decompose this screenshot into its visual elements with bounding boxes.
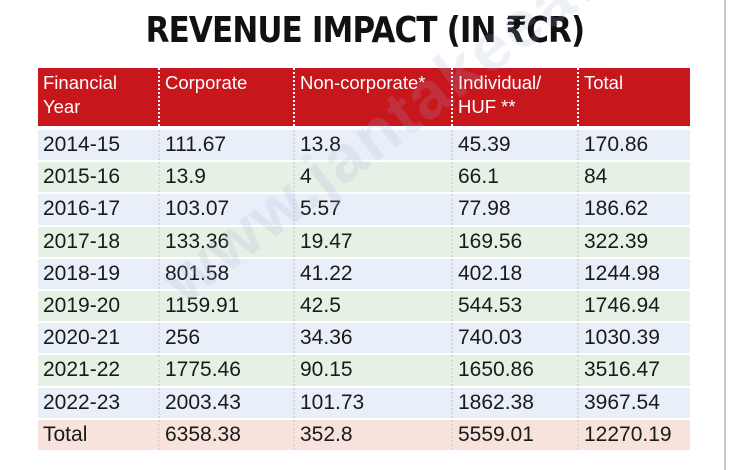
total-sum: 12270.19 — [584, 422, 672, 446]
cell-year: 2022-23 — [38, 387, 160, 418]
cell-total: 1030.39 — [584, 326, 660, 350]
cell-non-corporate: 42.5 — [295, 290, 453, 322]
cell-non-corporate: 90.15 — [295, 355, 453, 386]
page-edge-rule — [724, 0, 726, 470]
header-individual-huf: Individual/ HUF ** — [453, 68, 579, 126]
cell-total: 1244.98 — [584, 261, 660, 285]
cell-corporate: 1159.91 — [160, 290, 295, 322]
total-corporate: 6358.38 — [160, 419, 295, 450]
table-header-row: Financial Year Corporate Non-corporate* … — [38, 68, 690, 126]
page-title: REVENUE IMPACT (IN ₹CR) — [145, 10, 586, 51]
cell-individual-huf: 402.18 — [453, 258, 579, 289]
cell-total: 3516.47 — [584, 358, 660, 382]
cell-corporate: 801.58 — [160, 258, 295, 289]
cell-individual-huf: 1862.38 — [453, 387, 579, 418]
cell-total: 1746.94 — [584, 294, 660, 318]
cell-corporate: 1775.46 — [160, 355, 295, 386]
revenue-table: Financial Year Corporate Non-corporate* … — [38, 68, 690, 452]
table-row: 2015-16 13.9 4 66.1 84 — [38, 162, 690, 195]
cell-year: 2015-16 — [38, 162, 160, 193]
cell-non-corporate: 5.57 — [295, 194, 453, 225]
cell-individual-huf: 77.98 — [453, 194, 579, 225]
header-corporate: Corporate — [160, 68, 295, 126]
cell-year: 2018-19 — [38, 258, 160, 289]
table-row: 2021-22 1775.46 90.15 1650.86 3516.47 — [38, 355, 690, 388]
cell-year: 2019-20 — [38, 290, 160, 322]
header-financial-year: Financial Year — [38, 68, 160, 126]
cell-individual-huf: 66.1 — [453, 162, 579, 193]
cell-total: 322.39 — [584, 229, 649, 253]
header-total: Total — [584, 72, 624, 93]
cell-individual-huf: 169.56 — [453, 226, 579, 257]
cell-individual-huf: 45.39 — [453, 130, 579, 161]
cell-non-corporate: 41.22 — [295, 258, 453, 289]
table-row: 2022-23 2003.43 101.73 1862.38 3967.54 — [38, 387, 690, 420]
table-row: 2016-17 103.07 5.57 77.98 186.62 — [38, 194, 690, 227]
cell-year: 2016-17 — [38, 194, 160, 225]
cell-individual-huf: 544.53 — [453, 290, 579, 322]
cell-non-corporate: 19.47 — [295, 226, 453, 257]
table-row: 2020-21 256 34.36 740.03 1030.39 — [38, 323, 690, 356]
cell-year: 2014-15 — [38, 130, 160, 161]
total-label: Total — [38, 419, 160, 450]
cell-corporate: 2003.43 — [160, 387, 295, 418]
cell-corporate: 13.9 — [160, 162, 295, 193]
total-individual-huf: 5559.01 — [453, 419, 579, 450]
total-non-corporate: 352.8 — [295, 419, 453, 450]
table-total-row: Total 6358.38 352.8 5559.01 12270.19 — [38, 419, 690, 452]
cell-year: 2017-18 — [38, 226, 160, 257]
table-row: 2017-18 133.36 19.47 169.56 322.39 — [38, 226, 690, 259]
cell-total: 3967.54 — [584, 390, 660, 414]
cell-non-corporate: 13.8 — [295, 130, 453, 161]
table-row: 2019-20 1159.91 42.5 544.53 1746.94 — [38, 290, 690, 324]
header-non-corporate: Non-corporate* — [295, 68, 453, 126]
cell-corporate: 256 — [160, 323, 295, 354]
cell-total: 84 — [584, 165, 608, 189]
cell-total: 170.86 — [584, 133, 649, 157]
cell-individual-huf: 1650.86 — [453, 355, 579, 386]
table-row: 2018-19 801.58 41.22 402.18 1244.98 — [38, 258, 690, 291]
cell-individual-huf: 740.03 — [453, 323, 579, 354]
cell-year: 2021-22 — [38, 355, 160, 386]
cell-non-corporate: 34.36 — [295, 323, 453, 354]
cell-corporate: 111.67 — [160, 130, 295, 161]
cell-total: 186.62 — [584, 197, 649, 221]
cell-non-corporate: 4 — [295, 162, 453, 193]
cell-corporate: 103.07 — [160, 194, 295, 225]
cell-corporate: 133.36 — [160, 226, 295, 257]
table-row: 2014-15 111.67 13.8 45.39 170.86 — [38, 130, 690, 163]
cell-year: 2020-21 — [38, 323, 160, 354]
cell-non-corporate: 101.73 — [295, 387, 453, 418]
